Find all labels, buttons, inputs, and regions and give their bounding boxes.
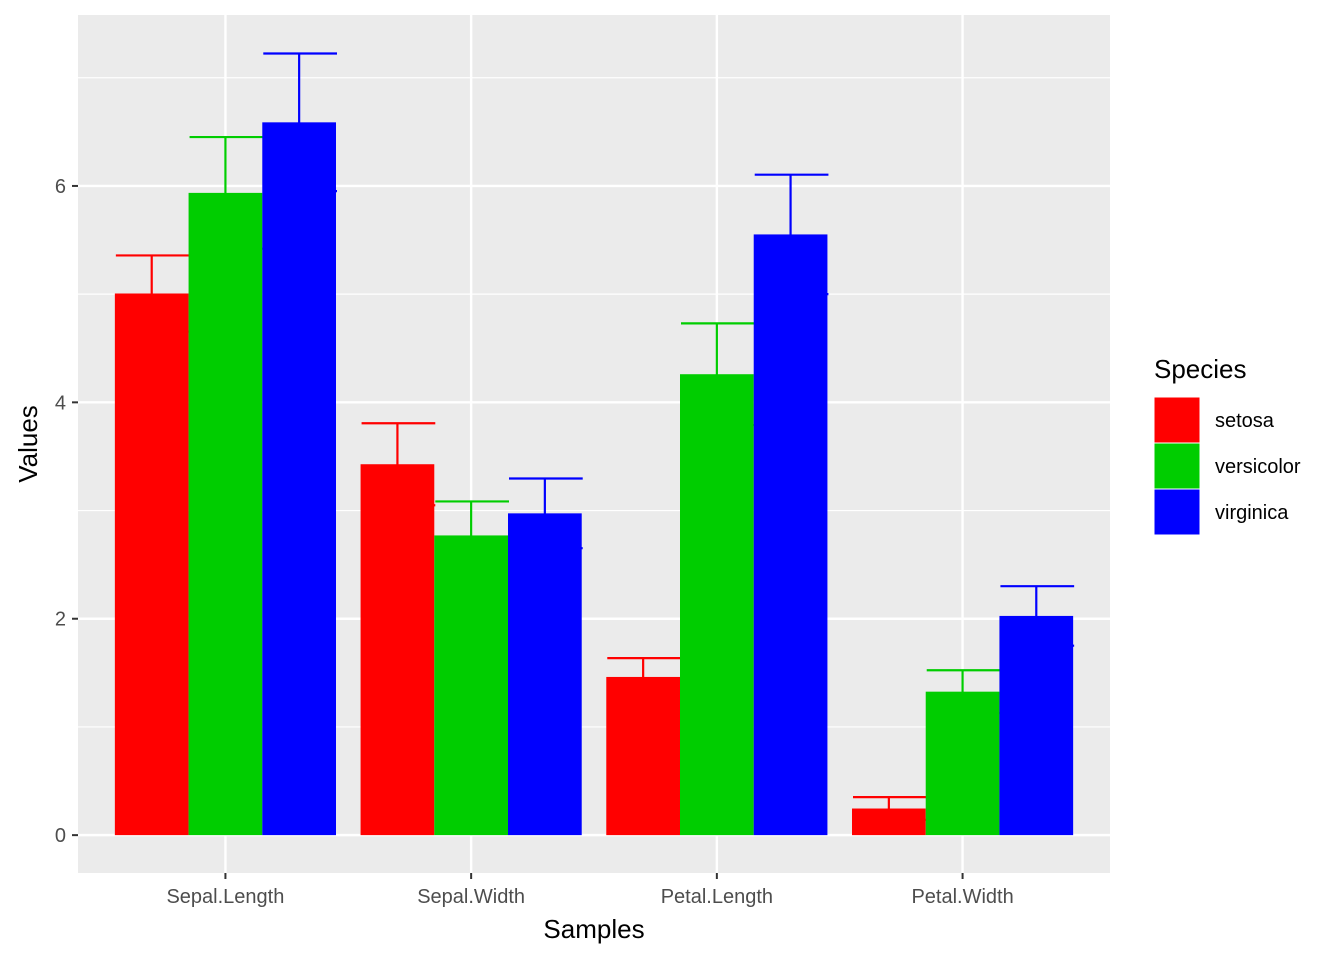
legend-key-setosa (1153, 396, 1201, 444)
legend-title: Species (1154, 354, 1247, 384)
bar-versicolor (680, 374, 754, 836)
legend-label: setosa (1215, 410, 1275, 432)
y-tick-label: 2 (55, 609, 66, 631)
bar-versicolor (188, 192, 263, 836)
bar-virginica (753, 234, 828, 836)
bar-versicolor (434, 535, 508, 836)
y-axis-title: Values (13, 405, 43, 483)
bar-virginica (508, 513, 582, 836)
bars (114, 122, 1074, 836)
y-tick-label: 4 (55, 392, 66, 414)
legend-label: versicolor (1215, 456, 1301, 478)
bar-virginica (999, 615, 1074, 836)
bar-setosa (852, 808, 926, 836)
bar-versicolor (925, 691, 1000, 836)
x-tick-label: Petal.Length (661, 886, 773, 908)
legend: Species setosa versicolor virginica (1153, 354, 1301, 536)
x-tick-label: Sepal.Length (166, 886, 284, 908)
bar-setosa (114, 293, 189, 836)
bar-setosa (360, 464, 435, 836)
x-axis-title: Samples (543, 914, 644, 944)
legend-key-virginica (1153, 488, 1201, 536)
bar-setosa (606, 676, 680, 836)
legend-label: virginica (1215, 502, 1289, 524)
x-tick-label: Sepal.Width (417, 886, 525, 908)
y-tick-label: 6 (55, 176, 66, 198)
y-tick-label: 0 (55, 825, 66, 847)
x-tick-label: Petal.Width (911, 886, 1013, 908)
bar-virginica (262, 122, 336, 836)
axes: 0 2 4 6 Sepal.Length Sepal.Width Petal.Length P… (55, 176, 1014, 908)
legend-key-versicolor (1153, 442, 1201, 490)
